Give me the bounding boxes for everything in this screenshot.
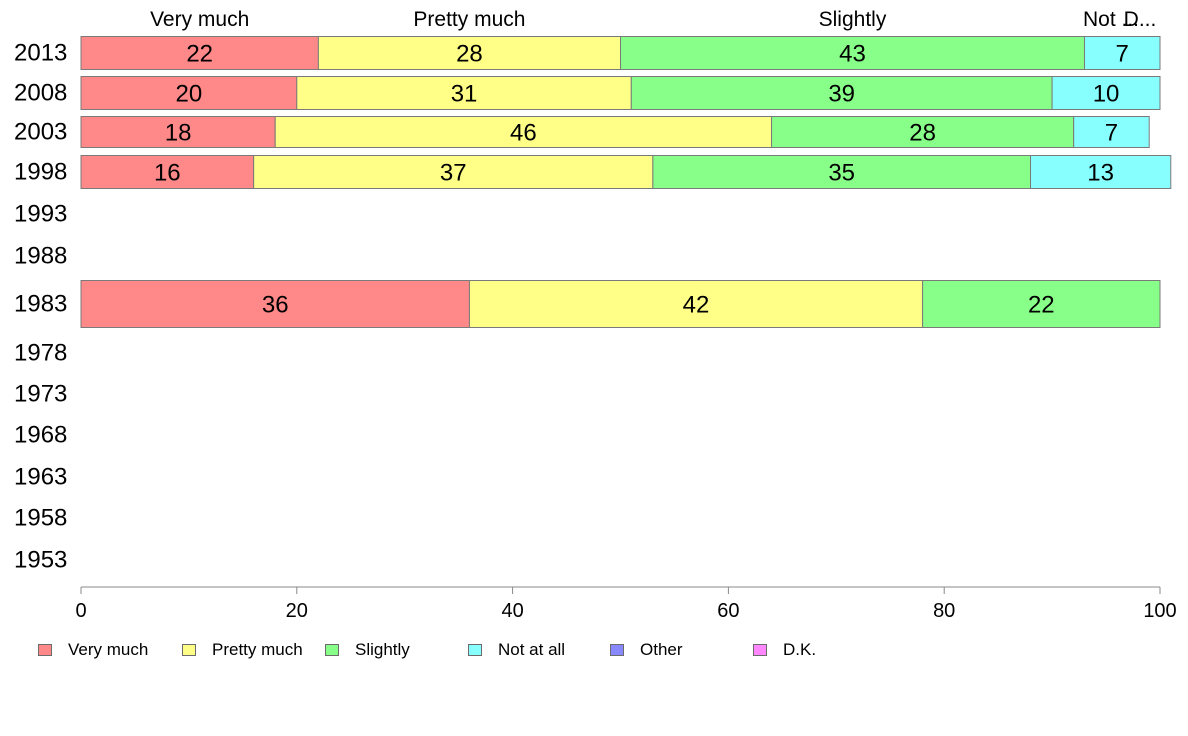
legend-label-slightly: Slightly [355,640,410,659]
bar-1983-very-much [80,280,470,328]
bar-1983-slightly [922,280,1161,328]
bar-2003-very-much [80,116,276,148]
x-tick-label-20: 20 [286,600,308,622]
x-tick-label-80: 80 [933,600,955,622]
bar-1998-pretty-much [253,155,654,189]
top-label-very-much: Very much [150,8,249,31]
legend-swatch-not-at-all [468,644,482,656]
data-label-2013-very-much: 22 [186,41,213,68]
year-label-1993: 1993 [14,201,67,228]
year-label-1983: 1983 [14,291,67,318]
top-label-d: D... [1124,8,1157,31]
bar-2008-slightly [630,76,1053,110]
legend-swatch-very-much [38,644,52,656]
year-label-1953: 1953 [14,547,67,574]
legend-swatch-dk [753,644,767,656]
bar-2003-not-at-all [1073,116,1150,148]
bar-1983-pretty-much [468,280,924,328]
legend-swatch-pretty-much [182,644,196,656]
data-label-2003-not-at-all: 7 [1105,120,1118,147]
year-label-2008: 2008 [14,80,67,107]
legend-label-dk: D.K. [783,640,817,659]
bar-1998-very-much [80,155,255,189]
legend-label-other: Other [640,640,683,659]
data-label-2008-pretty-much: 31 [451,81,478,108]
data-label-1998-slightly: 35 [828,160,855,187]
legend-swatch-slightly [325,644,339,656]
bar-2013-very-much [80,36,319,70]
legend-item-dk: D.K. [753,640,816,660]
data-label-1998-very-much: 16 [154,160,181,187]
year-label-1963: 1963 [14,464,67,491]
bar-2013-not-at-all [1083,36,1161,70]
legend-label-not-at-all: Not at all [498,640,566,659]
data-label-1983-pretty-much: 42 [683,292,710,319]
bar-2008-not-at-all [1051,76,1161,110]
year-label-1958: 1958 [14,505,67,532]
data-label-1983-very-much: 36 [262,292,289,319]
year-label-2013: 2013 [14,40,67,67]
year-label-2003: 2003 [14,119,67,146]
top-label-not: Not ... [1083,8,1139,31]
x-tick-label-0: 0 [75,600,86,622]
bar-2013-slightly [620,36,1085,70]
data-label-2013-not-at-all: 7 [1116,41,1129,68]
legend-swatch-other [610,644,624,656]
top-label-pretty-much: Pretty much [413,8,525,31]
bar-1998-not-at-all [1030,155,1172,189]
bar-2013-pretty-much [317,36,621,70]
year-label-1998: 1998 [14,159,67,186]
data-label-2003-very-much: 18 [165,120,192,147]
data-label-2013-pretty-much: 28 [456,41,483,68]
legend-label-pretty-much: Pretty much [212,640,303,659]
bar-2008-pretty-much [296,76,632,110]
data-label-2008-very-much: 20 [176,81,203,108]
legend-item-other: Other [610,640,683,660]
legend-item-slightly: Slightly [325,640,410,660]
year-label-1988: 1988 [14,243,67,270]
data-label-2008-slightly: 39 [828,81,855,108]
data-label-1998-pretty-much: 37 [440,160,467,187]
legend-label-very-much: Very much [68,640,149,659]
year-label-1978: 1978 [14,340,67,367]
legend-item-pretty-much: Pretty much [182,640,303,660]
x-tick-label-60: 60 [717,600,739,622]
x-tick-label-40: 40 [501,600,523,622]
legend-item-not-at-all: Not at all [468,640,565,660]
data-label-1983-slightly: 22 [1028,292,1055,319]
bar-2003-pretty-much [274,116,773,148]
x-tick-label-100: 100 [1143,600,1176,622]
year-label-1968: 1968 [14,422,67,449]
data-label-2008-not-at-all: 10 [1093,81,1120,108]
bar-2008-very-much [80,76,298,110]
data-label-2003-slightly: 28 [909,120,936,147]
top-label-slightly: Slightly [819,8,887,31]
legend-item-very-much: Very much [38,640,148,660]
data-label-2003-pretty-much: 46 [510,120,537,147]
data-label-1998-not-at-all: 13 [1087,160,1114,187]
year-label-1973: 1973 [14,381,67,408]
data-label-2013-slightly: 43 [839,41,866,68]
